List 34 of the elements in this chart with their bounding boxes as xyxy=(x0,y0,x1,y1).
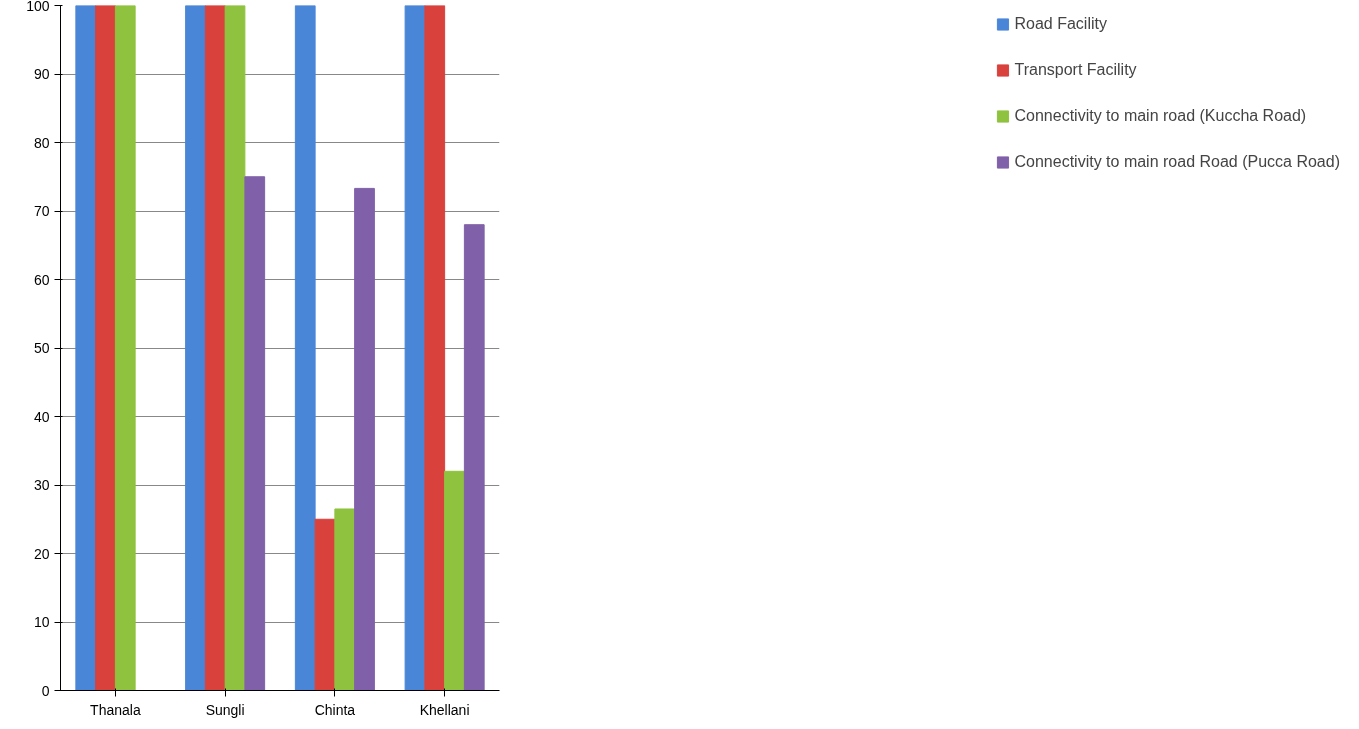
x-tick-label: Sungli xyxy=(205,701,245,718)
bar xyxy=(334,508,356,691)
bar xyxy=(114,5,136,691)
bar xyxy=(404,5,426,691)
y-tick-label: 60 xyxy=(33,271,50,288)
bar xyxy=(185,5,206,691)
bar xyxy=(224,5,246,691)
y-tick-label: 80 xyxy=(33,134,50,151)
legend-label: Connectivity to main road (Kuccha Road) xyxy=(1014,107,1307,125)
y-tick-label: 90 xyxy=(33,66,50,82)
x-tick-label: Thanala xyxy=(90,701,141,718)
y-tick-label: 10 xyxy=(33,614,50,630)
bar xyxy=(204,5,226,691)
legend-label: Road Facility xyxy=(1014,15,1107,33)
x-tick-label: Chinta xyxy=(314,701,356,718)
y-tick-label: 30 xyxy=(33,477,50,493)
y-tick-label: 40 xyxy=(33,408,50,425)
bar xyxy=(75,5,97,691)
bar xyxy=(244,176,266,691)
y-tick-label: 20 xyxy=(33,545,50,562)
x-tick-label: Khellani xyxy=(419,701,470,718)
bar xyxy=(354,187,375,691)
y-tick-label: 50 xyxy=(33,340,50,356)
bar xyxy=(95,5,116,691)
bar xyxy=(424,5,446,691)
bar xyxy=(314,518,336,691)
bar xyxy=(463,224,485,691)
legend-label: Connectivity to main road Road (Pucca Road) xyxy=(1014,153,1340,171)
bar xyxy=(294,5,316,691)
y-tick-label: 100 xyxy=(26,0,50,14)
legend-label: Transport Facility xyxy=(1014,61,1137,79)
bar xyxy=(444,470,465,691)
y-tick-label: 70 xyxy=(33,203,50,219)
y-tick-label: 0 xyxy=(41,682,50,699)
